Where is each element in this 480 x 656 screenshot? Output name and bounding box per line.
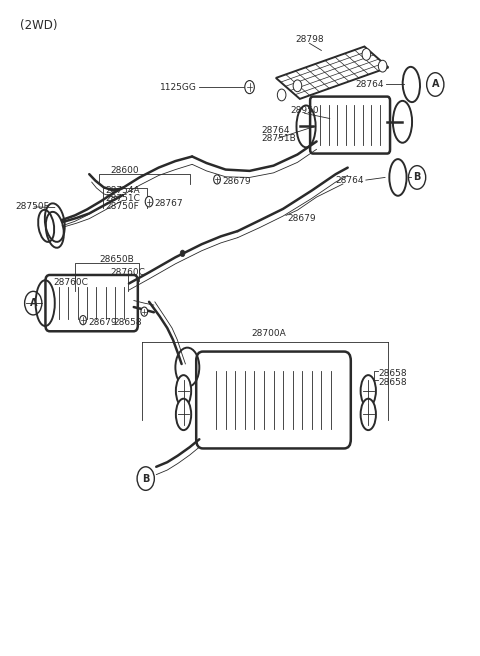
- Circle shape: [362, 49, 371, 60]
- Circle shape: [214, 174, 220, 184]
- Text: 28764: 28764: [262, 126, 290, 134]
- Circle shape: [293, 80, 302, 92]
- Text: 28760C: 28760C: [111, 268, 145, 277]
- Text: 28658: 28658: [114, 318, 142, 327]
- Circle shape: [245, 81, 254, 94]
- Circle shape: [378, 60, 387, 72]
- Text: A: A: [29, 298, 37, 308]
- Text: 28750F: 28750F: [15, 203, 49, 211]
- Circle shape: [80, 316, 86, 325]
- Ellipse shape: [360, 399, 376, 430]
- Text: B: B: [142, 474, 149, 483]
- Text: 28751C: 28751C: [105, 194, 140, 203]
- Text: 28751B: 28751B: [262, 134, 296, 142]
- Text: 28764: 28764: [355, 80, 384, 89]
- Text: 28764: 28764: [335, 176, 363, 184]
- Text: 1125GG: 1125GG: [160, 83, 197, 92]
- Text: A: A: [432, 79, 439, 89]
- Text: 28600: 28600: [110, 167, 139, 175]
- Circle shape: [180, 250, 185, 256]
- Circle shape: [141, 307, 148, 316]
- Text: 28760C: 28760C: [53, 277, 88, 287]
- Text: 28679: 28679: [88, 318, 117, 327]
- Text: 28658: 28658: [379, 369, 408, 379]
- Text: 28700A: 28700A: [252, 329, 286, 338]
- Text: 28679: 28679: [222, 177, 251, 186]
- Text: 28950: 28950: [290, 106, 319, 115]
- Ellipse shape: [360, 375, 376, 407]
- Text: B: B: [413, 173, 421, 182]
- Text: 28798: 28798: [295, 35, 324, 45]
- Text: 28767: 28767: [155, 199, 183, 208]
- Circle shape: [277, 89, 286, 101]
- Text: 28750F: 28750F: [105, 202, 139, 211]
- Text: 28650B: 28650B: [99, 255, 134, 264]
- Text: 28679: 28679: [287, 213, 315, 222]
- Text: (2WD): (2WD): [20, 19, 57, 32]
- Circle shape: [145, 196, 153, 207]
- Ellipse shape: [176, 375, 191, 407]
- Ellipse shape: [176, 399, 191, 430]
- Text: 28754A: 28754A: [105, 186, 140, 195]
- Text: 28658: 28658: [379, 379, 408, 388]
